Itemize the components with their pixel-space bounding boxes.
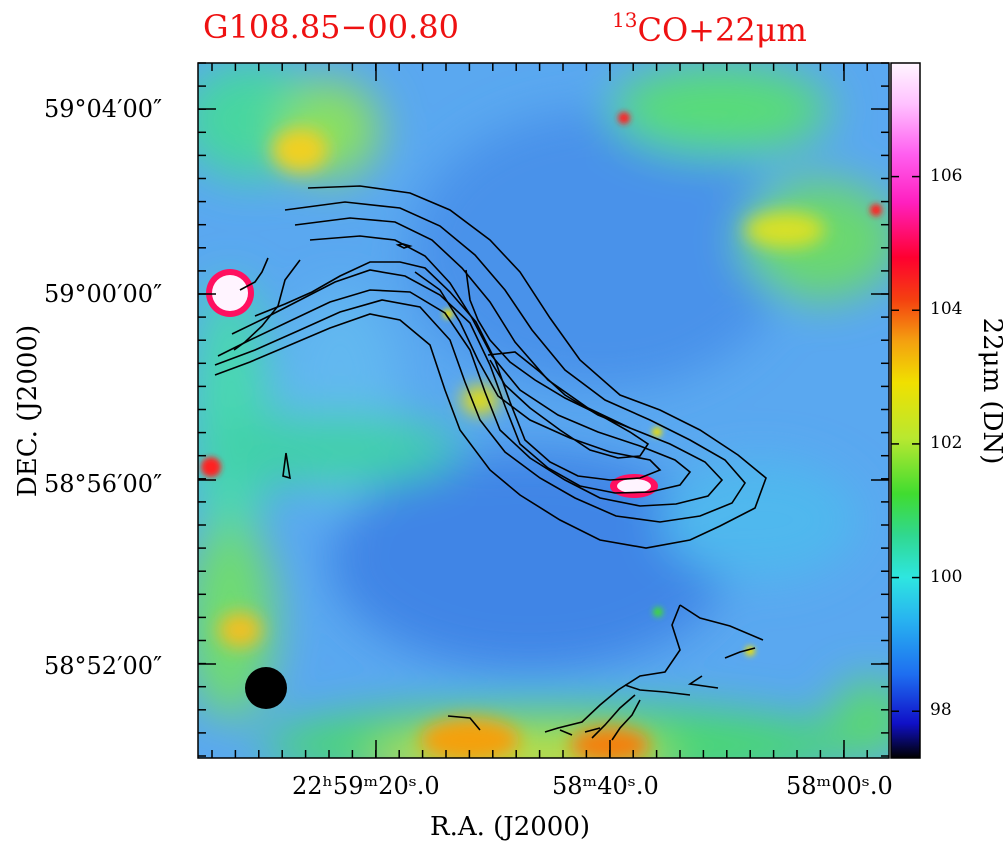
chart-title-source: G108.85−00.80: [203, 8, 459, 46]
colorbar-tick-label: 98: [930, 700, 952, 721]
chart-title-tracer: 13CO+22μm: [612, 8, 807, 49]
y-tick-label: 58°52′00″: [44, 652, 163, 680]
x-tick-label: 58ᵐ40ˢ.0: [552, 772, 659, 800]
x-tick-label: 58ᵐ00ˢ.0: [786, 772, 893, 800]
map-frame: [197, 62, 890, 759]
colorbar-tick-label: 100: [930, 566, 963, 587]
x-axis-label: R.A. (J2000): [430, 812, 591, 842]
colorbar: [890, 62, 921, 759]
y-tick-label: 59°00′00″: [44, 280, 163, 308]
co-contours: [214, 185, 767, 741]
colorbar-label: 22μm (DN): [977, 317, 1003, 465]
beam-marker: [245, 667, 287, 709]
y-tick-label: 59°04′00″: [44, 95, 163, 123]
colorbar-tick-label: 106: [930, 165, 963, 186]
tracer-superscript: 13: [612, 8, 638, 32]
x-tick-label: 22ʰ59ᵐ20ˢ.0: [292, 772, 440, 800]
y-tick-label: 58°56′00″: [44, 470, 163, 498]
colorbar-tick-label: 102: [930, 432, 963, 453]
heatmap-image: [198, 63, 889, 758]
colorbar-tick-label: 104: [930, 299, 963, 320]
y-axis-label: DEC. (J2000): [13, 324, 43, 498]
tracer-label: CO+22μm: [637, 11, 807, 49]
